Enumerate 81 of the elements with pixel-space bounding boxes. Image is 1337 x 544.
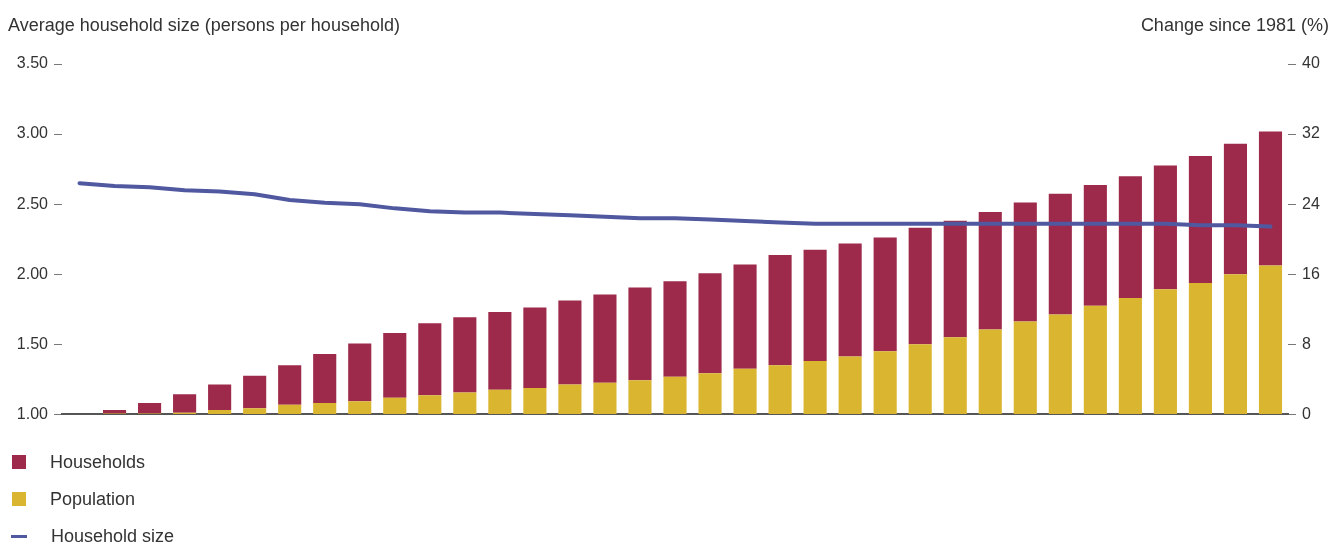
bar — [1048, 193, 1072, 315]
bar — [1118, 176, 1142, 298]
bar — [803, 360, 827, 414]
legend-label: Population — [50, 489, 136, 509]
bar — [1013, 321, 1037, 414]
bar — [768, 365, 792, 414]
bar — [1153, 289, 1177, 414]
y-tick-label: 2.50 — [16, 194, 49, 212]
bar — [1153, 165, 1177, 290]
bar — [348, 401, 372, 414]
bar — [1048, 314, 1072, 414]
bar — [453, 392, 477, 414]
bar — [908, 227, 932, 345]
y-axis-title: Average household size (persons per household) — [8, 14, 400, 35]
bar — [348, 343, 372, 402]
y-tick-label: 1.50 — [16, 334, 49, 352]
bar — [418, 323, 442, 396]
bar — [1223, 274, 1248, 414]
bar — [243, 375, 267, 409]
y2-tick-label: 24 — [1302, 194, 1320, 212]
bar — [663, 376, 687, 414]
bar — [523, 388, 547, 414]
bar — [593, 382, 617, 414]
bar — [1188, 283, 1212, 414]
bar — [1258, 131, 1283, 266]
bar — [593, 294, 617, 383]
y2-axis-title: Change since 1981 (%) — [1140, 14, 1329, 35]
y2-tick-label: 0 — [1302, 404, 1311, 422]
y-tick-label: 3.00 — [16, 124, 49, 142]
bar — [558, 300, 582, 385]
bar — [698, 373, 722, 414]
bar — [278, 404, 302, 414]
bar — [943, 220, 967, 338]
bar — [628, 380, 652, 414]
y-tick-label: 3.50 — [16, 54, 49, 72]
legend-label: Households — [50, 452, 146, 472]
bar — [243, 408, 267, 414]
bar — [733, 264, 757, 369]
bar — [1083, 305, 1107, 414]
bar — [313, 403, 337, 414]
y2-tick-label: 32 — [1302, 124, 1320, 142]
bar — [208, 410, 232, 414]
bar — [803, 249, 827, 361]
legend-label: Household size — [51, 526, 175, 544]
bar — [978, 329, 1002, 414]
bar — [838, 356, 862, 414]
bar — [558, 384, 582, 414]
y-tick-label: 1.00 — [16, 404, 49, 422]
bar — [383, 332, 407, 398]
bar — [138, 403, 162, 414]
bar — [628, 287, 652, 381]
bar — [1118, 297, 1142, 414]
bar — [1188, 155, 1212, 283]
bar — [733, 368, 757, 414]
bar — [698, 273, 722, 374]
bar — [1083, 184, 1107, 306]
bar — [383, 397, 407, 414]
bar — [488, 389, 512, 414]
y2-tick-label: 16 — [1302, 264, 1320, 282]
bar — [208, 384, 232, 411]
bar — [1013, 202, 1037, 322]
bar — [1223, 143, 1248, 275]
bar — [978, 212, 1002, 330]
bar — [943, 337, 967, 414]
bar — [873, 237, 897, 352]
bar — [873, 351, 897, 414]
bar — [488, 311, 512, 390]
y2-tick-label: 40 — [1302, 54, 1320, 72]
bar — [663, 281, 687, 377]
bar — [838, 243, 862, 357]
bar — [523, 307, 547, 389]
bar — [453, 317, 477, 393]
bar — [278, 365, 302, 405]
bar — [173, 394, 197, 413]
y-tick-label: 2.00 — [16, 264, 49, 282]
bar — [313, 353, 337, 404]
bar — [418, 395, 442, 414]
bar — [908, 344, 932, 414]
y2-tick-label: 8 — [1302, 334, 1311, 352]
bar — [768, 254, 792, 366]
bar — [1258, 265, 1283, 414]
